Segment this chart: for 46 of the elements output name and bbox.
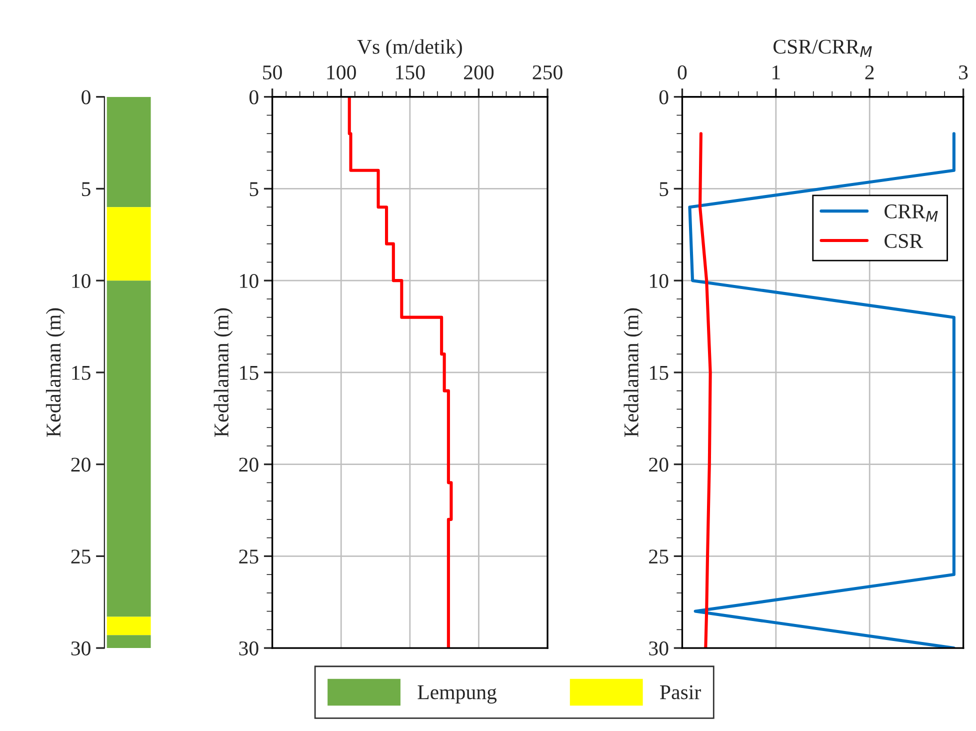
- y-tick-label: 20: [71, 458, 90, 472]
- y-axis-title: Kedalaman (m): [46, 308, 65, 437]
- y-tick-label: 25: [239, 550, 258, 564]
- bar: [106, 96, 151, 208]
- x-axis-title: CSR/CRR$_{M}$: [774, 40, 872, 57]
- y-tick-label: 20: [239, 458, 258, 472]
- line-series: [348, 96, 453, 648]
- y-tick-label: 30: [649, 641, 668, 656]
- x-tick-label: 100: [327, 65, 356, 80]
- y-axis-title: Kedalaman (m): [624, 308, 643, 437]
- x-tick-label: 0: [678, 65, 687, 80]
- x-tick-label: 50: [263, 65, 282, 80]
- legend-label: Pasir: [660, 685, 701, 700]
- x-tick-label: 150: [396, 65, 425, 80]
- y-tick-label: 5: [82, 182, 90, 196]
- y-tick-label: 30: [239, 641, 258, 656]
- x-axis-title: Vs (m/detik): [357, 39, 462, 58]
- y-tick-label: 10: [650, 274, 668, 288]
- y-tick-label: 15: [650, 366, 668, 380]
- y-tick-label: 5: [250, 182, 258, 196]
- y-tick-label: 25: [649, 550, 668, 564]
- y-tick-label: 0: [659, 90, 668, 104]
- y-tick-label: 10: [240, 274, 258, 288]
- legend-label: CRR$_{M}$: [884, 204, 938, 222]
- y-tick-label: 0: [82, 90, 90, 104]
- y-tick-label: 30: [71, 641, 90, 656]
- y-tick-label: 15: [240, 366, 258, 380]
- line-series: [698, 132, 712, 648]
- bar: [106, 616, 151, 636]
- y-tick-label: 5: [660, 182, 668, 196]
- y-axis-title: Kedalaman (m): [214, 308, 233, 437]
- x-tick-label: 250: [532, 65, 562, 80]
- line-series: [688, 132, 956, 648]
- legend-label: CSR: [884, 234, 924, 248]
- x-tick-label: 3: [959, 65, 968, 80]
- y-tick-label: 15: [72, 366, 90, 380]
- legend-label: Lempung: [418, 685, 497, 704]
- bar: [106, 207, 151, 281]
- bar: [106, 635, 151, 648]
- x-tick-label: 1: [772, 65, 780, 80]
- x-tick-label: 2: [865, 65, 874, 80]
- x-tick-label: 200: [464, 65, 494, 80]
- y-tick-label: 25: [71, 550, 90, 564]
- y-tick-label: 20: [649, 458, 668, 472]
- y-tick-label: 10: [72, 274, 90, 288]
- y-tick-label: 0: [249, 90, 258, 104]
